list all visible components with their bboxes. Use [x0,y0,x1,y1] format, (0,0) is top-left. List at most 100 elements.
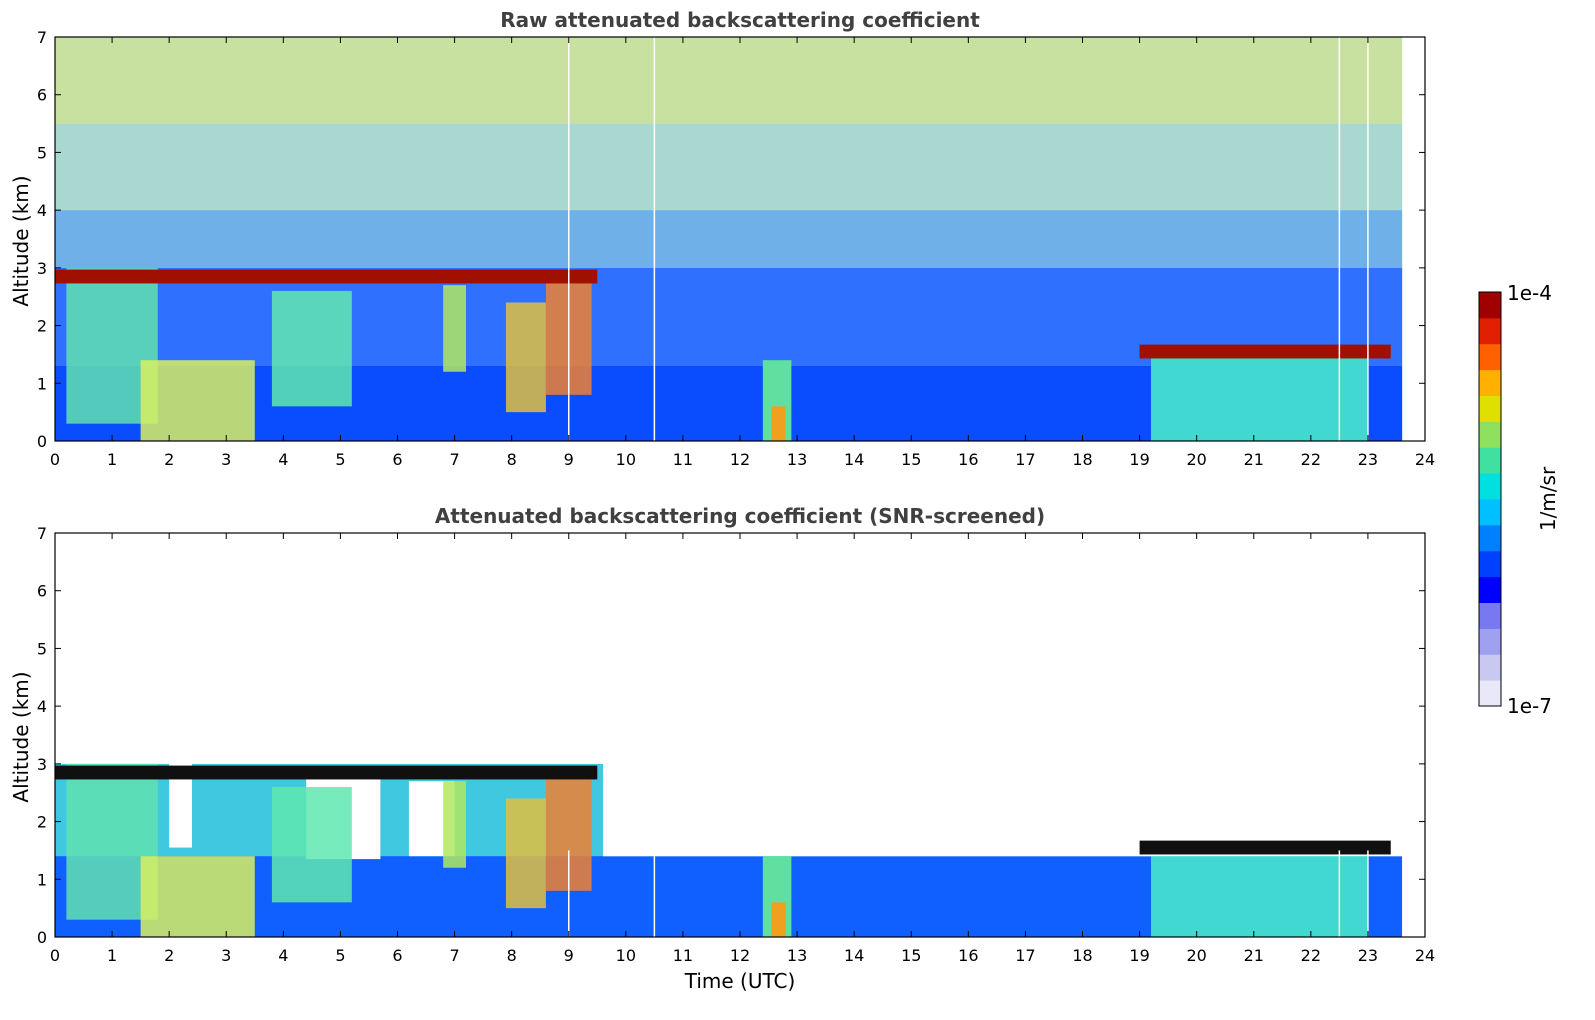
p1-aerosol-plume [443,781,466,868]
top-panel: Raw attenuated backscattering coefficien… [9,8,1435,469]
p0-low-cloud-zone [1151,354,1368,441]
x-axis-label: Time (UTC) [684,969,796,993]
p1-x-tick-label: 0 [50,946,60,965]
colorbar-band [1479,317,1501,345]
p0-x-tick-label: 1 [107,450,117,469]
p1-aerosol-plume [140,856,255,937]
colorbar-max-label: 1e-4 [1507,281,1552,305]
colorbar-band [1479,395,1501,422]
p0-aerosol-plume [443,285,466,372]
p0-y-tick-label: 3 [37,259,47,278]
colorbar-band [1479,680,1501,707]
p1-x-tick-label: 22 [1301,946,1321,965]
p0-x-tick-label: 9 [564,450,574,469]
p0-x-tick-label: 13 [787,450,807,469]
p1-x-tick-label: 17 [1015,946,1035,965]
p0-x-tick-label: 18 [1072,450,1092,469]
p1-x-tick-label: 5 [335,946,345,965]
p1-x-tick-label: 11 [673,946,693,965]
p0-x-tick-label: 15 [901,450,921,469]
p1-x-tick-label: 21 [1244,946,1264,965]
p0-x-tick-label: 16 [958,450,978,469]
p1-y-tick-label: 4 [37,697,47,716]
colorbar-band [1479,524,1501,552]
bottom-x-ticks: 0 1 2 3 4 5 6 7 8 9 10 11 12 13 14 15 16 17 18 19 20 21 22 23 24 [50,533,1435,965]
colorbar-unit-label: 1/m/sr [1536,466,1560,531]
p0-y-tick-label: 0 [37,432,47,451]
p1-x-tick-label: 23 [1358,946,1378,965]
p0-x-tick-label: 2 [164,450,174,469]
top-y-ticks: 0 1 2 3 4 5 6 7 [37,28,1425,451]
p0-background-band [55,123,1403,211]
colorbar-band [1479,447,1501,474]
bottom-heatmap-features [55,763,1391,937]
colorbar-band [1479,421,1501,448]
colorbar-band [1479,654,1501,681]
p1-x-tick-label: 19 [1129,946,1149,965]
p1-x-tick-label: 18 [1072,946,1092,965]
colorbar-frame [1478,291,1502,707]
p0-background-band [55,37,1403,124]
p1-x-tick-label: 12 [730,946,750,965]
p1-y-tick-label: 3 [37,755,47,774]
p1-x-tick-label: 8 [507,946,517,965]
p1-x-tick-label: 13 [787,946,807,965]
p1-no-data-area [1402,533,1425,937]
p0-cloud-layer [55,269,598,284]
p0-x-tick-label: 23 [1358,450,1378,469]
p0-x-tick-label: 8 [507,450,517,469]
p1-y-tick-label: 6 [37,582,47,601]
bottom-panel-title: Attenuated backscattering coefficient (S… [435,504,1045,528]
p0-cloud-layer [1139,344,1391,359]
p0-background-band [55,210,1403,268]
colorbar-band [1479,602,1501,629]
p1-x-tick-label: 15 [901,946,921,965]
top-y-axis-label: Altitude (km) [9,175,33,306]
colorbar-band [1479,628,1501,655]
p1-x-tick-label: 1 [107,946,117,965]
p0-x-tick-label: 10 [616,450,636,469]
top-heatmap-features [55,37,1391,441]
p1-x-tick-label: 4 [278,946,288,965]
p1-aerosol-plume [505,798,546,909]
p0-x-tick-label: 19 [1129,450,1149,469]
p0-x-tick-label: 0 [50,450,60,469]
p1-y-tick-label: 1 [37,870,47,889]
colorbar-min-label: 1e-7 [1507,694,1552,718]
p1-x-tick-label: 7 [449,946,459,965]
p0-x-tick-label: 3 [221,450,231,469]
p0-x-tick-label: 24 [1415,450,1435,469]
p1-x-tick-label: 6 [392,946,402,965]
p0-y-tick-label: 7 [37,28,47,47]
p0-y-tick-label: 6 [37,86,47,105]
p1-cloud-layer [55,765,598,780]
top-panel-title: Raw attenuated backscattering coefficien… [500,8,980,32]
p0-x-tick-label: 17 [1015,450,1035,469]
bottom-y-axis-label: Altitude (km) [9,671,33,802]
p0-x-tick-label: 20 [1186,450,1206,469]
p0-y-tick-label: 5 [37,143,47,162]
p1-x-tick-label: 20 [1186,946,1206,965]
p1-x-tick-label: 3 [221,946,231,965]
bottom-panel: Attenuated backscattering coefficient (S… [9,504,1435,993]
p0-x-tick-label: 14 [844,450,864,469]
p0-x-tick-label: 12 [730,450,750,469]
p1-x-tick-label: 14 [844,946,864,965]
p1-y-tick-label: 5 [37,639,47,658]
p1-x-tick-label: 10 [616,946,636,965]
p1-y-tick-label: 0 [37,928,47,947]
p0-x-tick-label: 11 [673,450,693,469]
p0-y-tick-label: 2 [37,317,47,336]
p1-x-tick-label: 2 [164,946,174,965]
colorbar-band [1479,292,1501,319]
p0-aerosol-plume [271,290,352,407]
colorbar-band [1479,576,1501,603]
p0-x-tick-label: 7 [449,450,459,469]
p0-y-tick-label: 1 [37,374,47,393]
p0-aerosol-plume [140,360,255,441]
colorbar-band [1479,550,1501,578]
p0-aerosol-streak-core [771,406,786,441]
top-x-ticks: 0 1 2 3 4 5 6 7 8 9 10 11 12 13 14 15 16 17 18 19 20 21 22 23 24 [50,37,1435,469]
p0-x-tick-label: 21 [1244,450,1264,469]
